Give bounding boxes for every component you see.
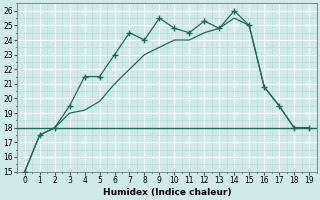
X-axis label: Humidex (Indice chaleur): Humidex (Indice chaleur) [103,188,231,197]
